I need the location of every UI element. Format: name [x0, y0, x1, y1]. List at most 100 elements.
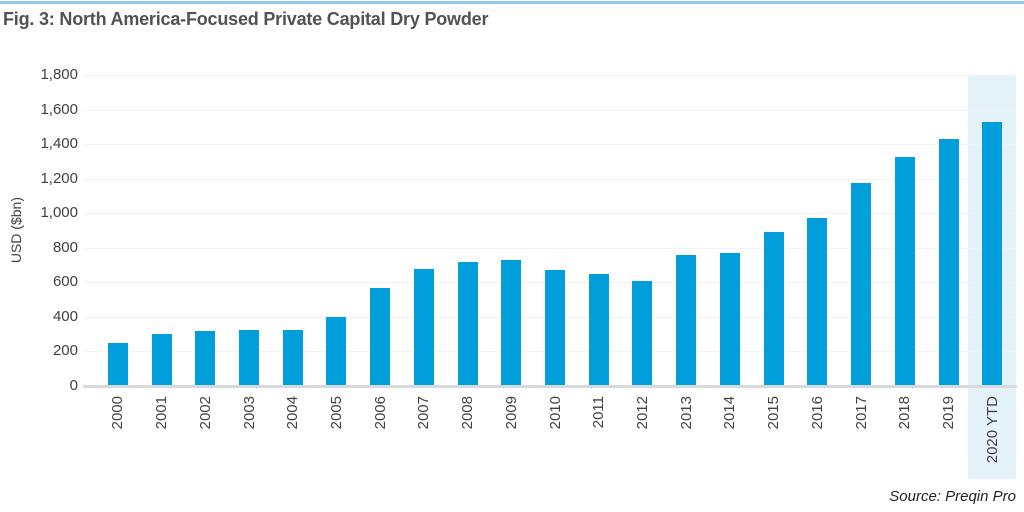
x-tick-wrap: 2019 [927, 396, 971, 463]
x-tick-wrap: 2015 [752, 396, 796, 463]
bar-column [533, 75, 577, 386]
x-tick-label: 2013 [677, 396, 695, 430]
x-tick-label: 2009 [502, 396, 520, 430]
y-tick-label: 1,800 [40, 66, 78, 83]
bar-column [664, 75, 708, 386]
bar-column [796, 75, 840, 386]
bar-column [577, 75, 621, 386]
bar-2009[interactable] [501, 259, 522, 386]
x-tick-label: 2003 [240, 396, 258, 430]
bar-2020-ytd[interactable] [982, 121, 1003, 386]
x-tick-wrap: 2014 [708, 396, 752, 463]
y-tick-label: 1,200 [40, 169, 78, 187]
plot-area [83, 75, 1017, 388]
bar-2012[interactable] [632, 281, 653, 386]
x-tick-label: 2016 [808, 396, 826, 430]
x-tick-label: 2005 [327, 396, 345, 430]
x-tick-label: 2006 [371, 396, 389, 430]
bar-column [927, 75, 971, 386]
bar-column [183, 75, 227, 386]
x-tick-label: 2000 [109, 396, 127, 430]
bar-2010[interactable] [545, 270, 566, 386]
x-tick-wrap: 2002 [183, 396, 227, 463]
y-axis-title-wrap: USD ($bn) [6, 75, 26, 386]
bar-column [227, 75, 271, 386]
top-accent-rule [0, 1, 1024, 4]
bar-2017[interactable] [851, 183, 872, 386]
x-tick-wrap: 2004 [271, 396, 315, 463]
x-tick-wrap: 2012 [621, 396, 665, 463]
bar-column [621, 75, 665, 386]
bar-column [839, 75, 883, 386]
x-tick-wrap: 2017 [839, 396, 883, 463]
x-tick-wrap: 2006 [358, 396, 402, 463]
bar-2015[interactable] [763, 232, 784, 386]
bars-row [96, 75, 1014, 386]
x-tick-label: 2012 [633, 396, 651, 430]
bar-2000[interactable] [107, 342, 128, 386]
x-tick-label: 2008 [459, 396, 477, 430]
x-tick-wrap: 2020 YTD [970, 396, 1014, 463]
x-tick-wrap: 2013 [664, 396, 708, 463]
bar-column [708, 75, 752, 386]
x-tick-label: 2011 [590, 396, 608, 429]
bar-2006[interactable] [370, 287, 391, 386]
bar-2003[interactable] [239, 329, 260, 386]
x-tick-wrap: 2011 [577, 396, 621, 463]
bar-column [315, 75, 359, 386]
bar-column [96, 75, 140, 386]
x-tick-wrap: 2000 [96, 396, 140, 463]
gridline [85, 178, 1016, 180]
bar-2002[interactable] [195, 330, 216, 386]
x-tick-label: 2014 [721, 396, 739, 430]
gridline [85, 75, 1016, 76]
bar-column [446, 75, 490, 386]
bar-column [752, 75, 796, 386]
bar-2005[interactable] [326, 316, 347, 386]
bar-2018[interactable] [894, 157, 915, 386]
y-tick-label: 0 [69, 377, 78, 394]
y-tick-label: 800 [52, 238, 78, 256]
bar-2016[interactable] [807, 218, 828, 386]
x-tick-label: 2010 [546, 396, 564, 430]
gridline [85, 247, 1016, 249]
x-tick-label: 2001 [153, 396, 171, 430]
x-tick-wrap: 2016 [796, 396, 840, 463]
y-tick-label: 200 [52, 342, 78, 360]
bar-column [883, 75, 927, 386]
x-axis-line [83, 385, 1017, 388]
x-tick-wrap: 2003 [227, 396, 271, 463]
bar-2011[interactable] [588, 273, 609, 386]
bar-2004[interactable] [282, 329, 303, 386]
x-tick-label: 2007 [415, 396, 433, 430]
x-tick-wrap: 2009 [489, 396, 533, 463]
bar-2019[interactable] [938, 138, 959, 386]
bar-2013[interactable] [676, 254, 697, 386]
bar-2008[interactable] [457, 261, 478, 386]
gridline [85, 109, 1016, 111]
x-tick-label: 2017 [852, 396, 870, 430]
gridline [85, 144, 1016, 146]
x-tick-label: 2002 [196, 396, 214, 430]
y-tick-label: 1,600 [40, 100, 78, 118]
y-tick-label: 600 [52, 273, 78, 291]
bar-2007[interactable] [413, 269, 434, 386]
x-tick-wrap: 2001 [140, 396, 184, 463]
x-axis-labels: 2000 2001 2002 2003 2004 2005 2006 2007 2008 2009… [96, 396, 1014, 463]
source-note: Source: Preqin Pro [889, 488, 1016, 505]
x-tick-wrap: 2018 [883, 396, 927, 463]
bar-column [271, 75, 315, 386]
x-tick-label: 2018 [896, 396, 914, 430]
x-tick-wrap: 2010 [533, 396, 577, 463]
y-tick-label: 1,000 [40, 204, 78, 222]
x-tick-label: 2020 YTD [983, 396, 1001, 464]
y-tick-label: 400 [52, 307, 78, 325]
bar-column [970, 75, 1014, 386]
bar-2001[interactable] [151, 334, 172, 386]
x-tick-label: 2015 [765, 396, 783, 430]
bar-column [402, 75, 446, 386]
figure-title: Fig. 3: North America-Focused Private Ca… [3, 9, 489, 29]
bar-2014[interactable] [719, 252, 740, 386]
bar-column [140, 75, 184, 386]
